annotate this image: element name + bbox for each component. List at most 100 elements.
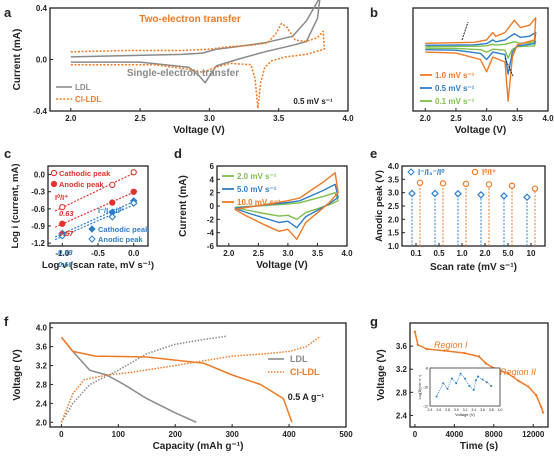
panel-g-point [541,411,545,414]
panel-d-x-tick-label: 3.5 [312,249,324,258]
panel-c-legend-label: Cathodic peak [59,169,111,178]
panel-b-arrow-down [504,57,514,77]
panel-f-curve [60,336,293,423]
panel-c-legend-marker [50,180,58,188]
panel-f-legend-label: Cl-LDL [290,367,320,377]
panel-d-curve [234,191,339,221]
panel-g-y-tick-label: 3.2 [396,365,408,374]
panel-c-legend-label: Anodic peak [59,180,104,189]
panel-e-point [439,180,447,187]
panel-f-y-tick-label: 3.2 [36,362,48,371]
panel-e-tick-label: 1.0 [456,249,468,258]
panel-c-slope: 0.57 [59,229,74,238]
panel-e-y-tick-label: 2.5 [388,202,400,211]
panel-d-x-tick-label: 2.5 [253,249,265,258]
panel-a-annotation-single: Single-electron transfer [127,68,239,79]
panel-c-fit-line [54,199,138,238]
panel-g-inset-tick-label: 4.0 [498,408,503,412]
panel-g-inset-point [435,395,438,398]
panel-c-point [130,188,137,195]
panel-d-legend-label: 10.0 mV s⁻¹ [237,198,281,207]
panel-g-inset-point [481,378,484,381]
panel-a-y-tick-label: 0.0 [36,56,48,65]
panel-a-clldl-curve [70,22,326,110]
panel-g-frame [409,322,549,428]
panel-letter: f [4,314,9,329]
panel-b-legend-label: 1.0 mV s⁻¹ [435,71,475,80]
panel-e-frame [401,165,546,247]
panel-g-point [539,405,543,408]
panel-c-xlabel: Log ν (scan rate, mV s⁻¹) [42,260,154,271]
panel-e-legend-marker [471,168,479,176]
panel-b-xlabel: Voltage (V) [455,125,506,136]
panel-g-inset-point [477,375,480,378]
panel-c-x-tick-label: -0.5 [91,249,105,258]
panel-g-x-tick-label: 4000 [445,430,463,439]
panel-e-tick-label: 0.1 [410,249,422,258]
panel-f-x-tick-label: 100 [112,430,126,439]
panel-f-x-tick-label: 200 [169,430,183,439]
panel-g-inset-point [450,377,453,380]
panel-f-y-tick-label: 4.0 [36,324,48,333]
panel-d-x-tick-label: 3.0 [282,249,294,258]
panel-c-legend-marker [88,225,96,233]
panel-d-y-tick-label: -6 [207,242,215,251]
panel-b-curve [425,31,537,75]
panel-b-frame [412,7,549,112]
panel-a-ldl-curve [70,0,321,84]
panel-c-y-tick-label: -0.9 [31,222,45,231]
panel-g-inset-tick-label: -12 [423,405,428,409]
panel-e-point [485,181,493,188]
panel-g-curve [414,331,544,413]
panel-c-fit-line [54,190,138,228]
panel-f-annotation: 0.5 A g⁻¹ [288,392,325,402]
legend-label-clldl: Cl-LDL [75,95,101,104]
panel-g-x-tick-label: 12000 [522,430,545,439]
panel-c-x-tick-label: -1.0 [55,249,69,258]
panel-c-point [58,231,67,240]
panel-g-point [413,330,417,333]
panel-d-y-tick-label: 6 [210,162,215,171]
panel-c-ylabel: Log i (current, mA) [10,164,21,249]
panel-c-fit-line [54,202,138,241]
panel-f-x-tick-label: 300 [225,430,239,439]
panel-g-inset-point [472,388,475,391]
panel-e-legend-label: I⁰/I⁺ [482,168,496,177]
panel-g-inset-point [474,379,477,382]
panel-d-y-tick-label: 0 [210,202,215,211]
panel-a-x-tick-label: 3.5 [273,114,285,123]
panel-d-legend-label: 2.0 mV s⁻¹ [237,172,277,181]
panel-e-tick-label: 5.0 [502,249,514,258]
panel-e-legend-marker [407,168,415,176]
panel-g-y-tick-label: 3.6 [396,342,408,351]
panel-letter: c [4,146,11,161]
panel-g-xlabel: Time (s) [460,441,498,452]
panel-g-inset-point [490,385,493,388]
panel-g-point [425,347,428,351]
panel-c-y-tick-label: -0.6 [31,205,45,214]
panel-f-ylabel: Voltage (V) [12,349,23,400]
panel-e-y-tick-label: 1.0 [388,242,400,251]
panel-g-inset-point [485,381,488,384]
panel-g-inset-xlabel: Voltage (V) [455,412,475,417]
panel-f-curve [60,335,321,423]
panel-d-y-tick-label: -4 [207,229,215,238]
panel-g-point [477,355,481,358]
panel-b-x-tick-label: 2.0 [420,114,432,123]
panel-g-inset-point [468,385,471,388]
panel-a-x-tick-label: 4.0 [342,114,354,123]
panel-f-legend-label: LDL [290,354,308,364]
panel-f-x-tick-label: 500 [339,430,353,439]
panel-d-ylabel: Current (mA) [178,175,189,237]
panel-letter: g [370,314,378,329]
panel-g-inset-tick-label: 3.4 [471,408,476,412]
panel-e-point [416,179,424,186]
panel-f-xlabel: Capacity (mAh g⁻¹) [153,441,244,452]
panel-g-point [463,351,466,355]
panel-b-x-tick-label: 3.0 [481,114,493,123]
panel-c-point [109,181,116,189]
panel-e-legend-label: I⁻/I₃⁻/I⁰ [418,168,445,177]
panel-g-x-tick-label: 0 [413,430,418,439]
panel-c-point [129,199,138,207]
